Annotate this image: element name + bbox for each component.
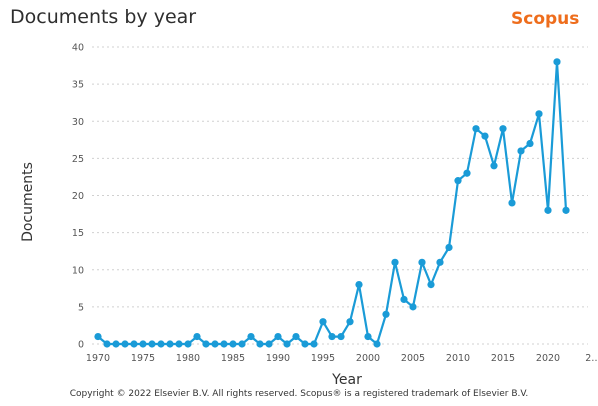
y-tick-label: 10 [72, 265, 84, 276]
data-point[interactable] [517, 147, 525, 155]
x-tick-label: 1975 [131, 353, 155, 364]
data-point[interactable] [355, 281, 363, 289]
data-point[interactable] [337, 332, 345, 341]
data-point[interactable] [562, 206, 570, 214]
data-point[interactable] [490, 162, 498, 170]
x-tick-label: 1985 [221, 353, 245, 364]
x-tick-label: 2000 [356, 353, 380, 364]
data-point[interactable] [274, 332, 282, 341]
data-point[interactable] [175, 340, 183, 348]
data-point[interactable] [499, 125, 507, 133]
data-point[interactable] [463, 169, 471, 177]
x-axis-label: Year [332, 372, 362, 388]
y-tick-label: 20 [72, 191, 84, 202]
y-axis-label: Documents [20, 162, 36, 242]
x-tick-label: 1995 [311, 353, 335, 364]
x-tick-label: 2… [585, 353, 598, 364]
data-point[interactable] [472, 125, 480, 133]
data-point[interactable] [202, 340, 210, 348]
data-point[interactable] [328, 332, 336, 341]
y-tick-label: 35 [72, 80, 84, 91]
data-point[interactable] [229, 340, 237, 348]
data-point[interactable] [553, 58, 561, 66]
x-tick-label: 2010 [446, 353, 470, 364]
data-point[interactable] [544, 206, 552, 214]
data-point[interactable] [193, 332, 201, 341]
data-point[interactable] [526, 139, 534, 148]
x-tick-label: 2020 [536, 353, 560, 364]
data-point[interactable] [391, 258, 399, 266]
data-point[interactable] [112, 340, 120, 348]
y-tick-label: 25 [72, 154, 84, 165]
data-point[interactable] [382, 310, 390, 318]
data-point[interactable] [400, 295, 408, 304]
x-tick-label: 1980 [176, 353, 200, 364]
data-point[interactable] [130, 340, 138, 348]
data-point[interactable] [418, 258, 426, 266]
data-point[interactable] [139, 340, 147, 348]
data-point[interactable] [436, 258, 444, 266]
y-tick-label: 30 [72, 117, 84, 128]
data-point[interactable] [292, 332, 300, 341]
data-point[interactable] [409, 303, 417, 311]
chart-title: Documents by year [10, 6, 197, 28]
data-point[interactable] [454, 177, 462, 185]
y-tick-label: 5 [78, 302, 84, 313]
data-point[interactable] [157, 340, 165, 348]
y-tick-label: 0 [78, 340, 84, 351]
data-point[interactable] [166, 340, 174, 348]
data-point[interactable] [121, 340, 129, 348]
data-point[interactable] [427, 281, 435, 289]
data-point[interactable] [364, 332, 372, 341]
data-point[interactable] [445, 243, 453, 252]
data-point[interactable] [256, 340, 264, 348]
data-point[interactable] [535, 110, 543, 118]
data-point[interactable] [184, 340, 192, 348]
data-point[interactable] [481, 132, 489, 140]
data-point[interactable] [283, 340, 291, 348]
x-tick-label: 2015 [491, 353, 515, 364]
copyright-notice: Copyright © 2022 Elsevier B.V. All right… [69, 389, 529, 399]
data-point[interactable] [247, 332, 255, 341]
data-point[interactable] [265, 340, 273, 348]
data-point[interactable] [148, 340, 156, 348]
data-point[interactable] [103, 340, 111, 348]
data-point[interactable] [220, 340, 228, 348]
scopus-brand: Scopus [511, 9, 580, 29]
data-point[interactable] [94, 332, 102, 341]
data-point[interactable] [319, 318, 327, 326]
data-point[interactable] [310, 340, 318, 348]
data-point[interactable] [373, 340, 381, 348]
data-point[interactable] [211, 340, 219, 348]
x-tick-label: 1990 [266, 353, 290, 364]
x-tick-label: 1970 [86, 353, 110, 364]
data-point[interactable] [301, 340, 309, 348]
y-tick-label: 40 [72, 43, 84, 54]
data-point[interactable] [238, 340, 246, 348]
y-tick-label: 15 [72, 228, 84, 239]
x-tick-label: 2005 [401, 353, 425, 364]
series-line [97, 60, 568, 346]
data-point[interactable] [346, 318, 354, 326]
data-point[interactable] [508, 199, 516, 207]
